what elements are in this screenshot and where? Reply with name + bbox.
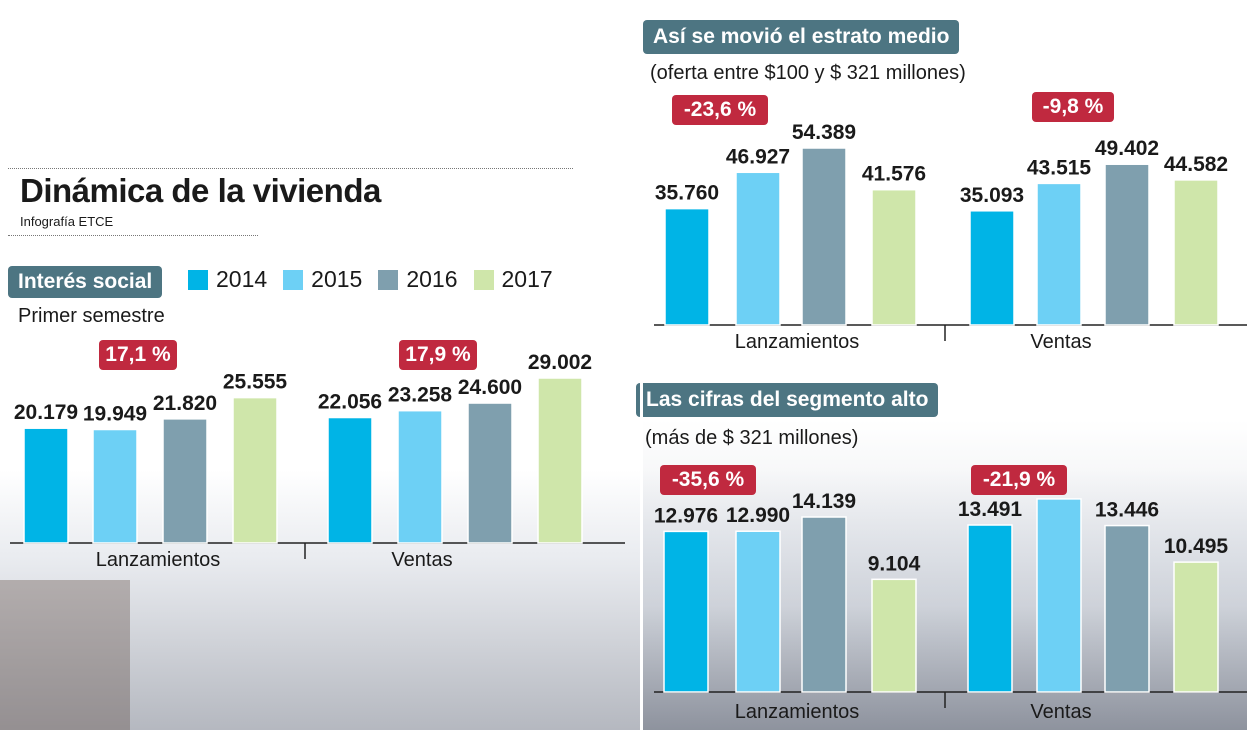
bar-2015: [1036, 182, 1082, 326]
bar-2017: [1173, 561, 1219, 693]
data-label: 35.760: [655, 182, 719, 205]
medio-change-badge-ventas: -9,8 %: [1032, 92, 1114, 122]
bar-2017: [1173, 179, 1219, 326]
category-label: Ventas: [391, 549, 452, 571]
data-label: 21.820: [153, 392, 217, 415]
data-label: 23.258: [388, 384, 453, 407]
bar-2016: [1104, 524, 1150, 693]
data-label: 12.990: [726, 504, 790, 527]
bar-2015: [735, 171, 781, 326]
data-label: 12.976: [654, 504, 718, 527]
alto-change-badge-ventas: -21,9 %: [971, 465, 1067, 495]
data-label: 44.582: [1164, 153, 1228, 176]
bar-2015: [397, 409, 443, 544]
data-label: 10.495: [1164, 535, 1229, 558]
bar-2015: [1036, 498, 1082, 693]
legend-label: 2015: [311, 266, 363, 292]
bar-2014: [967, 524, 1013, 693]
category-label: Lanzamientos: [735, 331, 860, 353]
alto-heading: Las cifras del segmento alto: [636, 383, 939, 417]
panel-divider: [640, 0, 643, 730]
legend-item-2016: 2016: [378, 266, 458, 293]
bar-2014: [969, 210, 1015, 326]
data-label: 54.389: [792, 121, 856, 144]
bar-2017: [871, 578, 917, 693]
bar-2016: [1104, 163, 1150, 326]
bar-2015: [92, 428, 138, 544]
bar-2014: [327, 416, 373, 544]
legend-item-2015: 2015: [283, 266, 362, 293]
data-label: 43.515: [1027, 156, 1092, 179]
title-top-rule: [8, 168, 573, 169]
social-change-badge-ventas: 17,9 %: [399, 340, 477, 370]
page-title: Dinámica de la vivienda: [20, 172, 381, 209]
bar-2016: [801, 516, 847, 693]
credit-rule: [8, 235, 258, 236]
category-label: Lanzamientos: [96, 549, 221, 571]
data-label: 29.002: [528, 351, 592, 374]
background-wall: [0, 580, 130, 730]
alto-subtitle: (más de $ 321 millones): [645, 427, 859, 449]
legend-label: 2014: [216, 266, 268, 292]
data-label: 9.104: [868, 552, 921, 575]
legend: 2014 2015 2016 2017: [188, 266, 553, 293]
bar-2014: [23, 427, 69, 544]
legend-item-2017: 2017: [473, 266, 553, 293]
data-label: 19.949: [83, 403, 147, 426]
bar-2017: [537, 377, 583, 544]
bar-2016: [162, 418, 208, 544]
legend-item-2014: 2014: [188, 266, 267, 293]
bar-2015: [735, 530, 781, 693]
data-label: 24.600: [458, 376, 522, 399]
social-subtitle: Primer semestre: [18, 305, 165, 327]
bar-2016: [801, 147, 847, 326]
data-label: 20.179: [14, 401, 78, 424]
bar-2017: [232, 396, 278, 544]
bar-2016: [467, 402, 513, 544]
social-heading: Interés social: [8, 266, 163, 298]
data-label: 13.491: [958, 498, 1023, 521]
category-label: Ventas: [1030, 701, 1091, 723]
data-label: 14.139: [792, 490, 856, 513]
bar-2014: [664, 207, 710, 326]
data-label: 41.576: [862, 163, 926, 186]
bar-2017: [871, 188, 917, 326]
bar-2014: [663, 530, 709, 693]
legend-label: 2017: [501, 266, 553, 292]
legend-swatch: [283, 269, 304, 290]
legend-label: 2016: [406, 266, 458, 292]
data-label: 22.056: [318, 391, 382, 414]
medio-heading: Así se movió el estrato medio: [643, 20, 960, 54]
data-label: 13.446: [1095, 499, 1159, 522]
category-label: Lanzamientos: [735, 701, 860, 723]
medio-subtitle: (oferta entre $100 y $ 321 millones): [650, 62, 966, 84]
legend-swatch: [378, 269, 399, 290]
credit-line: Infografía ETCE: [20, 214, 114, 229]
legend-swatch: [188, 269, 208, 290]
data-label: 49.402: [1095, 137, 1159, 160]
data-label: 46.927: [726, 145, 790, 168]
data-label: 35.093: [960, 184, 1024, 207]
alto-change-badge-lanzamientos: -35,6 %: [660, 465, 756, 495]
legend-swatch: [473, 269, 494, 290]
medio-change-badge-lanzamientos: -23,6 %: [672, 95, 768, 125]
category-label: Ventas: [1030, 331, 1091, 353]
social-change-badge-lanzamientos: 17,1 %: [99, 340, 177, 370]
data-label: 25.555: [223, 371, 288, 394]
